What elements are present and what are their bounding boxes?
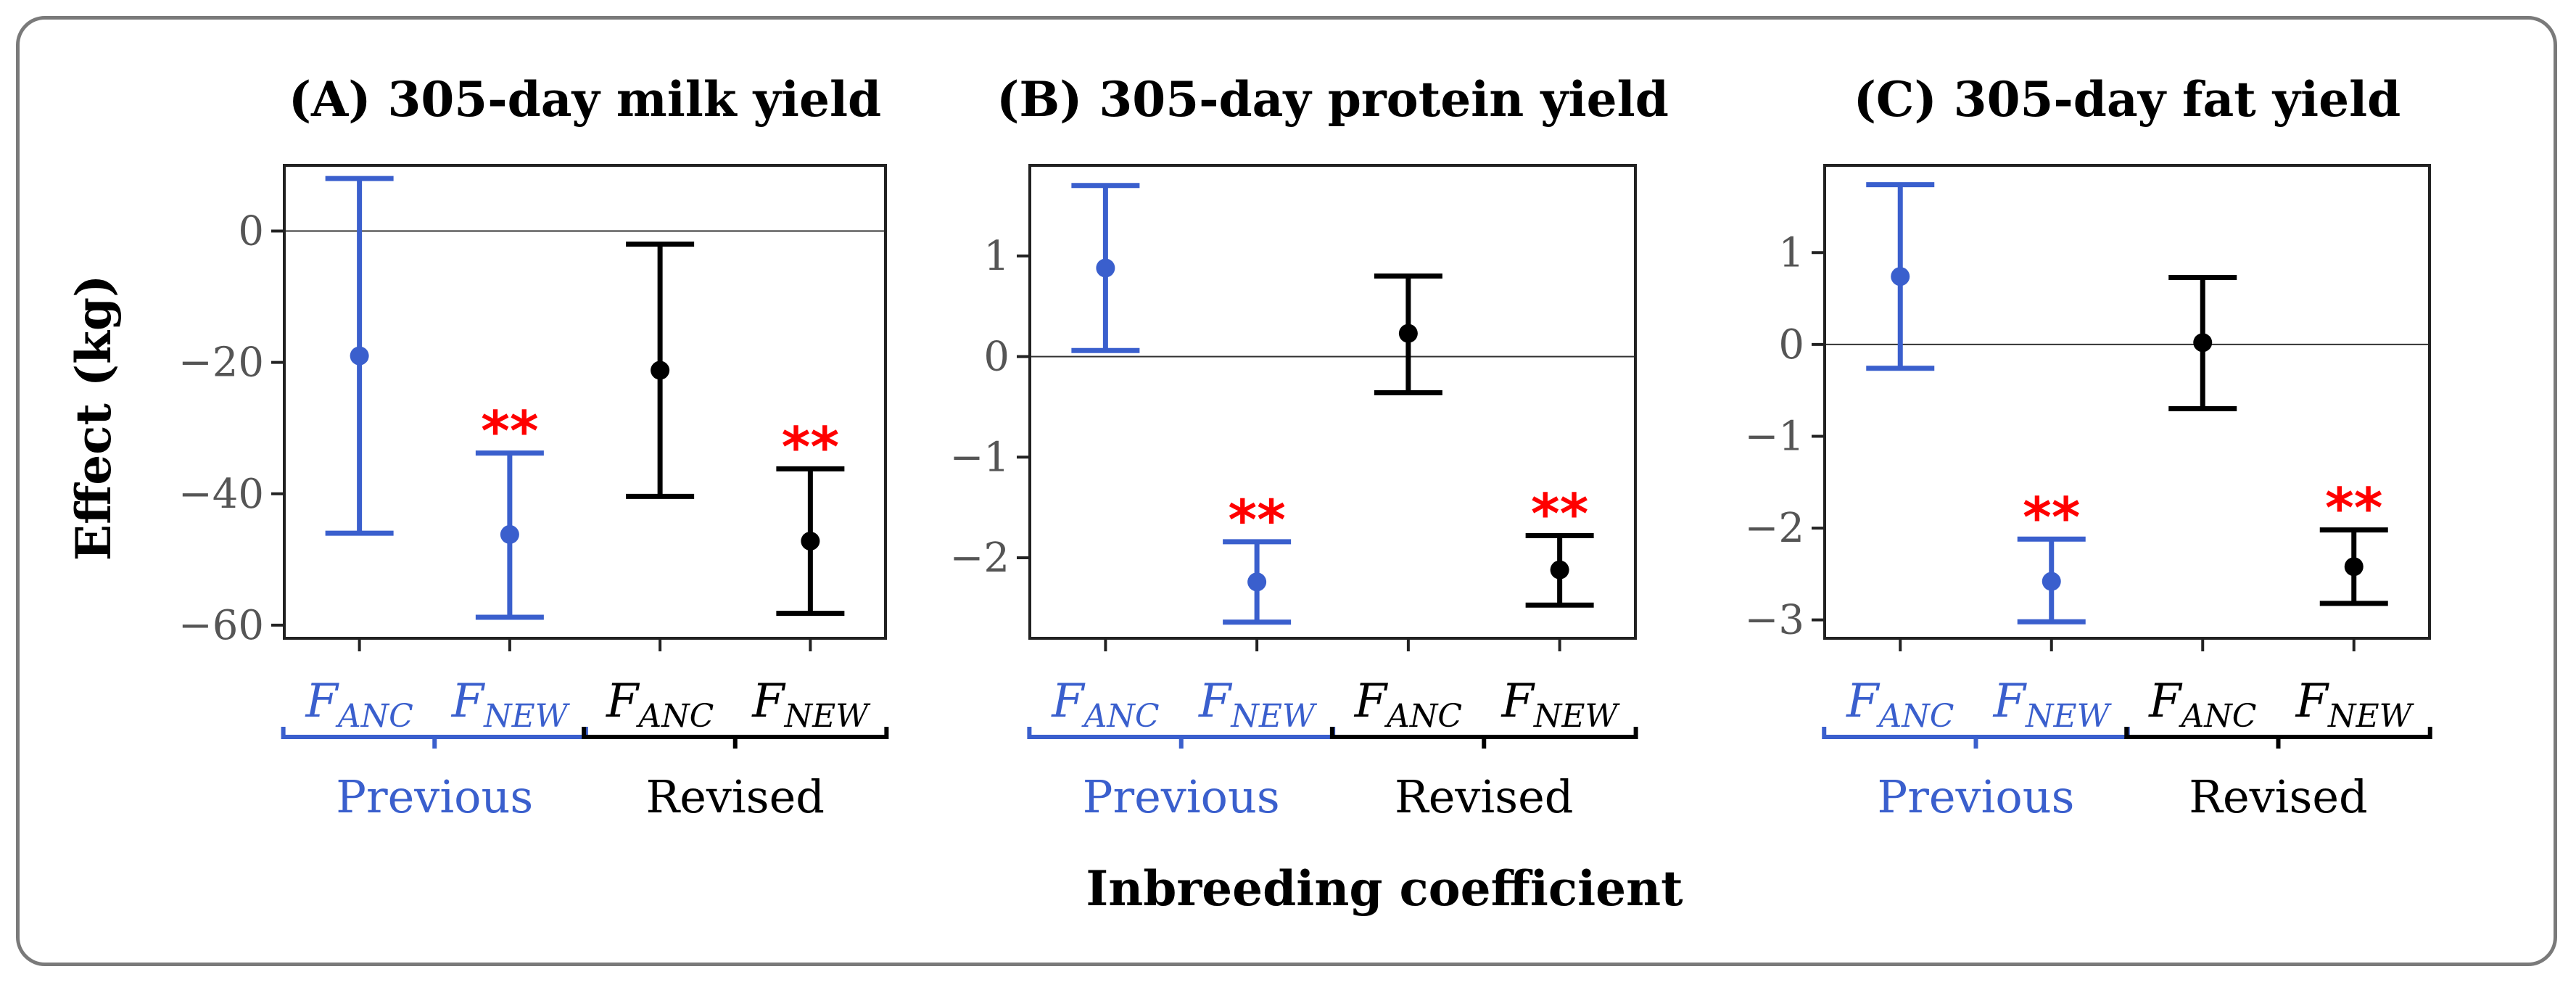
y-tick-label: −1 [949,434,1010,481]
group-label: Previous [1878,770,2075,823]
y-tick-label: 0 [983,334,1010,381]
x-tick-label: FANC [1354,675,1462,735]
significance-marker: ** [2325,476,2383,540]
significance-marker: ** [481,399,539,463]
x-tick-label: FANC [1051,675,1159,735]
point-estimate [500,524,519,544]
x-tick-label: FNEW [1993,675,2113,735]
x-tick-label: FNEW [2295,675,2415,735]
point-estimate [350,346,369,366]
group-label: Revised [1395,770,1573,823]
y-axis-label: Effect (kg) [65,275,122,561]
chart-panel: (B) 305-day protein yield 1 0 −1 −2 FANC FNEW F… [949,71,1668,823]
significance-marker: ** [1228,487,1286,552]
axes-frame [1823,164,2431,640]
significance-marker: ** [782,414,840,479]
point-estimate [2193,333,2213,353]
x-tick-label: FNEW [1198,675,1318,735]
x-tick-label: FANC [1846,675,1954,735]
y-tick-label: −40 [178,471,264,518]
group-bracket [2124,727,2432,749]
y-tick-label: −20 [178,339,264,387]
group-label: Revised [646,770,825,823]
y-tick-label: −2 [949,535,1010,582]
x-tick-label: FANC [606,675,714,735]
chart-title: (A) 305-day milk yield [289,71,881,128]
point-estimate [801,531,820,551]
chart-panel: (A) 305-day milk yield 0 −20 −40 −60 FANC FNEW… [178,71,889,823]
x-tick-label: FNEW [751,675,871,735]
axes-frame [283,164,887,640]
x-axis-label: Inbreeding coefficient [1086,860,1683,917]
point-estimate [651,360,670,380]
x-tick-label: FANC [305,675,413,735]
group-bracket [1329,727,1638,749]
point-estimate [2344,557,2364,577]
significance-marker: ** [1531,482,1589,546]
group-label: Revised [2189,770,2367,823]
y-tick-label: −2 [1744,505,1804,552]
point-estimate [1550,560,1569,580]
point-estimate [2042,572,2061,591]
y-tick-label: −1 [1744,413,1804,460]
chart-title: (B) 305-day protein yield [996,71,1669,128]
figure-frame [16,16,2557,966]
y-tick-label: −60 [178,602,264,649]
y-tick-label: −3 [1744,597,1804,644]
group-label: Previous [336,770,533,823]
point-estimate [1891,267,1910,287]
chart-panel: (C) 305-day fat yield 1 0 −1 −2 −3 FANC FNEW FAN… [1744,71,2432,823]
x-tick-label: FNEW [451,675,571,735]
point-estimate [1096,258,1115,278]
y-tick-label: 0 [1778,321,1804,368]
y-tick-label: 1 [1778,229,1804,276]
group-label: Previous [1083,770,1280,823]
significance-marker: ** [2023,485,2081,549]
chart-title: (C) 305-day fat yield [1854,71,2401,128]
point-estimate [1398,323,1418,343]
point-estimate [1247,572,1267,592]
axes-frame [1028,164,1637,640]
x-tick-label: FNEW [1501,675,1621,735]
y-tick-label: 1 [983,233,1010,280]
x-tick-label: FANC [2148,675,2256,735]
group-bracket [582,727,889,749]
y-tick-label: 0 [238,208,264,255]
